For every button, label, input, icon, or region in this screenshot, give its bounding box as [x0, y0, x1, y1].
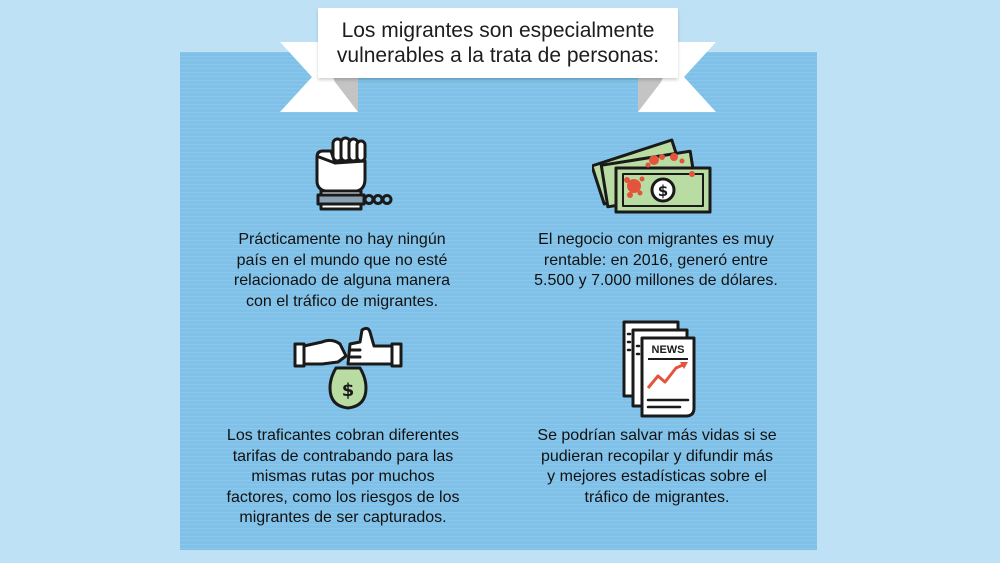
content-panel [180, 52, 817, 550]
svg-text:$: $ [342, 380, 355, 401]
chained-fist-icon [315, 136, 393, 211]
fact-caption-3: Los traficantes cobran diferentes tarifa… [226, 427, 460, 526]
newspaper-masthead: NEWS [652, 344, 685, 356]
money-bills-icon: $ [592, 138, 712, 214]
page-title: Los migrantes son especialmente vulnerab… [336, 19, 660, 67]
title-banner: Los migrantes son especialmente vulnerab… [318, 8, 678, 78]
svg-text:$: $ [658, 182, 668, 200]
fact-caption-1: Prácticamente no hay ningún país en el m… [233, 231, 451, 310]
fact-caption-4: Se podrían salvar más vidas si se pudier… [537, 427, 777, 506]
money-bag-handshake-icon: $ [293, 326, 403, 410]
fact-caption-2: El negocio con migrantes es muy rentable… [534, 231, 778, 289]
newspaper-stats-icon: NEWS [622, 320, 696, 418]
